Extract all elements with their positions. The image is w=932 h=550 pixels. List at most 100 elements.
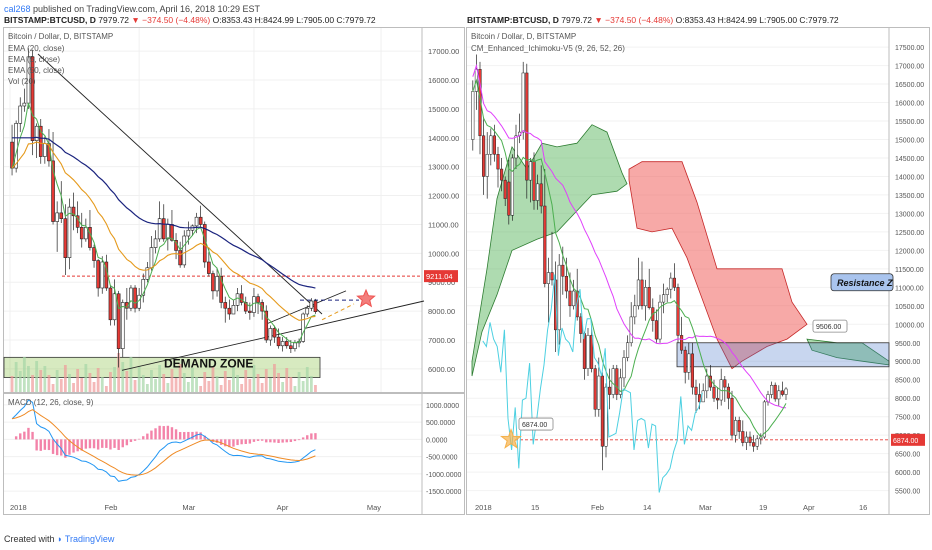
candle-body [161,218,166,240]
candle-body [18,105,23,124]
ichi-candle-body [496,154,500,170]
ema50-line [12,136,316,289]
volume-bar [256,374,260,392]
volume-bar [223,371,227,392]
ichi-candle-body [554,279,558,331]
publish-text: published on TradingView.com, April 16, … [33,4,261,14]
macd-hist-bar [289,439,293,442]
left-last-price: 7979.72 [98,15,130,25]
x-tick-label: May [367,503,381,512]
ichi-y-tick-label: 13500.00 [895,193,924,200]
tradingview-logo-icon: ◗ [57,534,63,544]
volume-bar [281,382,285,392]
ichi-candle-body [622,357,626,379]
left-price-panel[interactable]: 6000.00 7000.00 8000.00 9000.00 10000.00 1100… [3,27,465,393]
ichi-candle-body [500,168,504,181]
ichi-y-tick-label: 9000.00 [895,359,920,366]
candle-body [55,212,59,222]
ichi-candle-body [770,385,774,395]
ichi-candle-body [701,390,705,403]
candle-body [149,247,154,269]
candle-body [178,250,182,266]
macd-hist-bar [265,439,268,443]
candle-body [268,328,273,341]
ema20-legend[interactable]: EMA (20, close) [8,44,65,53]
volume-bar [305,367,309,392]
tradingview-link[interactable]: TradingView [64,534,115,544]
macd-hist-bar [23,431,26,440]
ichi-candle-body [730,397,734,436]
ema50-legend[interactable]: EMA (50, close) [8,66,65,75]
ichi-candle-body [640,279,644,307]
ichi-candle-body [586,335,590,369]
macd-hist-bar [191,431,194,440]
macd-y-tick-label: 0.0000 [426,437,448,444]
ichi-candle-body [618,377,622,395]
macd-hist-bar [113,439,116,448]
ichi-x-tick-label: Apr [803,503,815,512]
chikou-line [482,274,703,493]
tenkan-line [472,78,787,438]
macd-hist-bar [19,433,22,440]
macd-hist-bar [105,439,108,448]
ichimoku-legend[interactable]: CM_Enhanced_Ichimoku-V5 (9, 26, 52, 26) [471,44,625,53]
ichi-candle-body [629,316,633,344]
macd-hist-bar [236,439,239,446]
candle-body [309,300,314,309]
left-symbol[interactable]: BITSTAMP:BTCUSD, D [4,15,96,25]
volume-bar [22,357,26,392]
resistance-zone-box [676,342,890,368]
ema5-legend[interactable]: EMA (5, close) [8,55,61,64]
candle-body [34,125,39,141]
ichi-candle-body [593,368,597,410]
right-ohlc: O:8353.43 H:8424.99 L:7905.00 C:7979.72 [675,15,839,25]
right-ichimoku-panel[interactable]: 5500.006000.006500.007000.007500.008000.… [466,27,930,515]
volume-bar [232,366,235,392]
left-price-chart[interactable]: 6000.00 7000.00 8000.00 9000.00 10000.00 1100… [3,28,464,392]
macd-y-tick-label: -1000.0000 [426,472,462,479]
volume-legend[interactable]: Vol (20) [8,77,36,86]
author-link[interactable]: cal268 [4,4,31,14]
ichi-candle-body [658,301,662,340]
footer: Created with ◗ TradingView [4,534,114,544]
projection-rise [321,303,355,321]
support-star-icon [500,428,522,449]
volume-bar [240,384,244,392]
volume-bar [84,364,88,392]
x-tick-label: 2018 [10,503,27,512]
footer-created-text: Created with [4,534,55,544]
ichi-candle-body [712,386,716,399]
publish-header: cal268 published on TradingView.com, Apr… [4,4,260,14]
ichi-y-tick-label: 6000.00 [895,470,920,477]
y-tick-label: 16000.00 [428,76,459,85]
volume-bar [88,373,92,392]
volume-bar [162,374,166,392]
y-tick-label: 17000.00 [428,47,459,56]
macd-hist-bar [219,439,223,445]
ichi-candle-body [568,290,572,307]
candle-body [276,336,281,347]
candle-body [239,293,244,303]
macd-hist-bar [240,439,243,445]
ichi-y-tick-label: 11500.00 [895,267,924,274]
macd-panel[interactable]: 1000.0000 500.0000 0.0000 -500.0000 -1000.00… [3,393,465,515]
macd-chart[interactable]: 1000.0000 500.0000 0.0000 -500.0000 -1000.00… [4,394,464,514]
right-symbol[interactable]: BITSTAMP:BTCUSD, D [467,15,559,25]
ichi-candle-body [615,368,619,395]
ichi-candle-body [604,386,608,447]
macd-legend[interactable]: MACD (12, 26, close, 9) [8,398,94,407]
volume-bar [59,379,63,392]
ichi-candle-body [762,401,766,438]
ichi-y-tick-label: 15500.00 [895,119,924,126]
ichi-candle-body [687,353,691,373]
callout-high-box [812,319,848,333]
candle-body [100,261,105,289]
callout-high-label: 9506.00 [816,324,841,331]
volume-bar [182,373,186,392]
ichi-candle-body [752,442,756,447]
resistance-zone-callout [830,273,894,292]
ichi-candle-body [669,277,673,290]
volume-bar [14,362,18,392]
right-ichimoku-chart[interactable]: 5500.006000.006500.007000.007500.008000.… [467,28,929,514]
volume-bar [104,386,108,392]
